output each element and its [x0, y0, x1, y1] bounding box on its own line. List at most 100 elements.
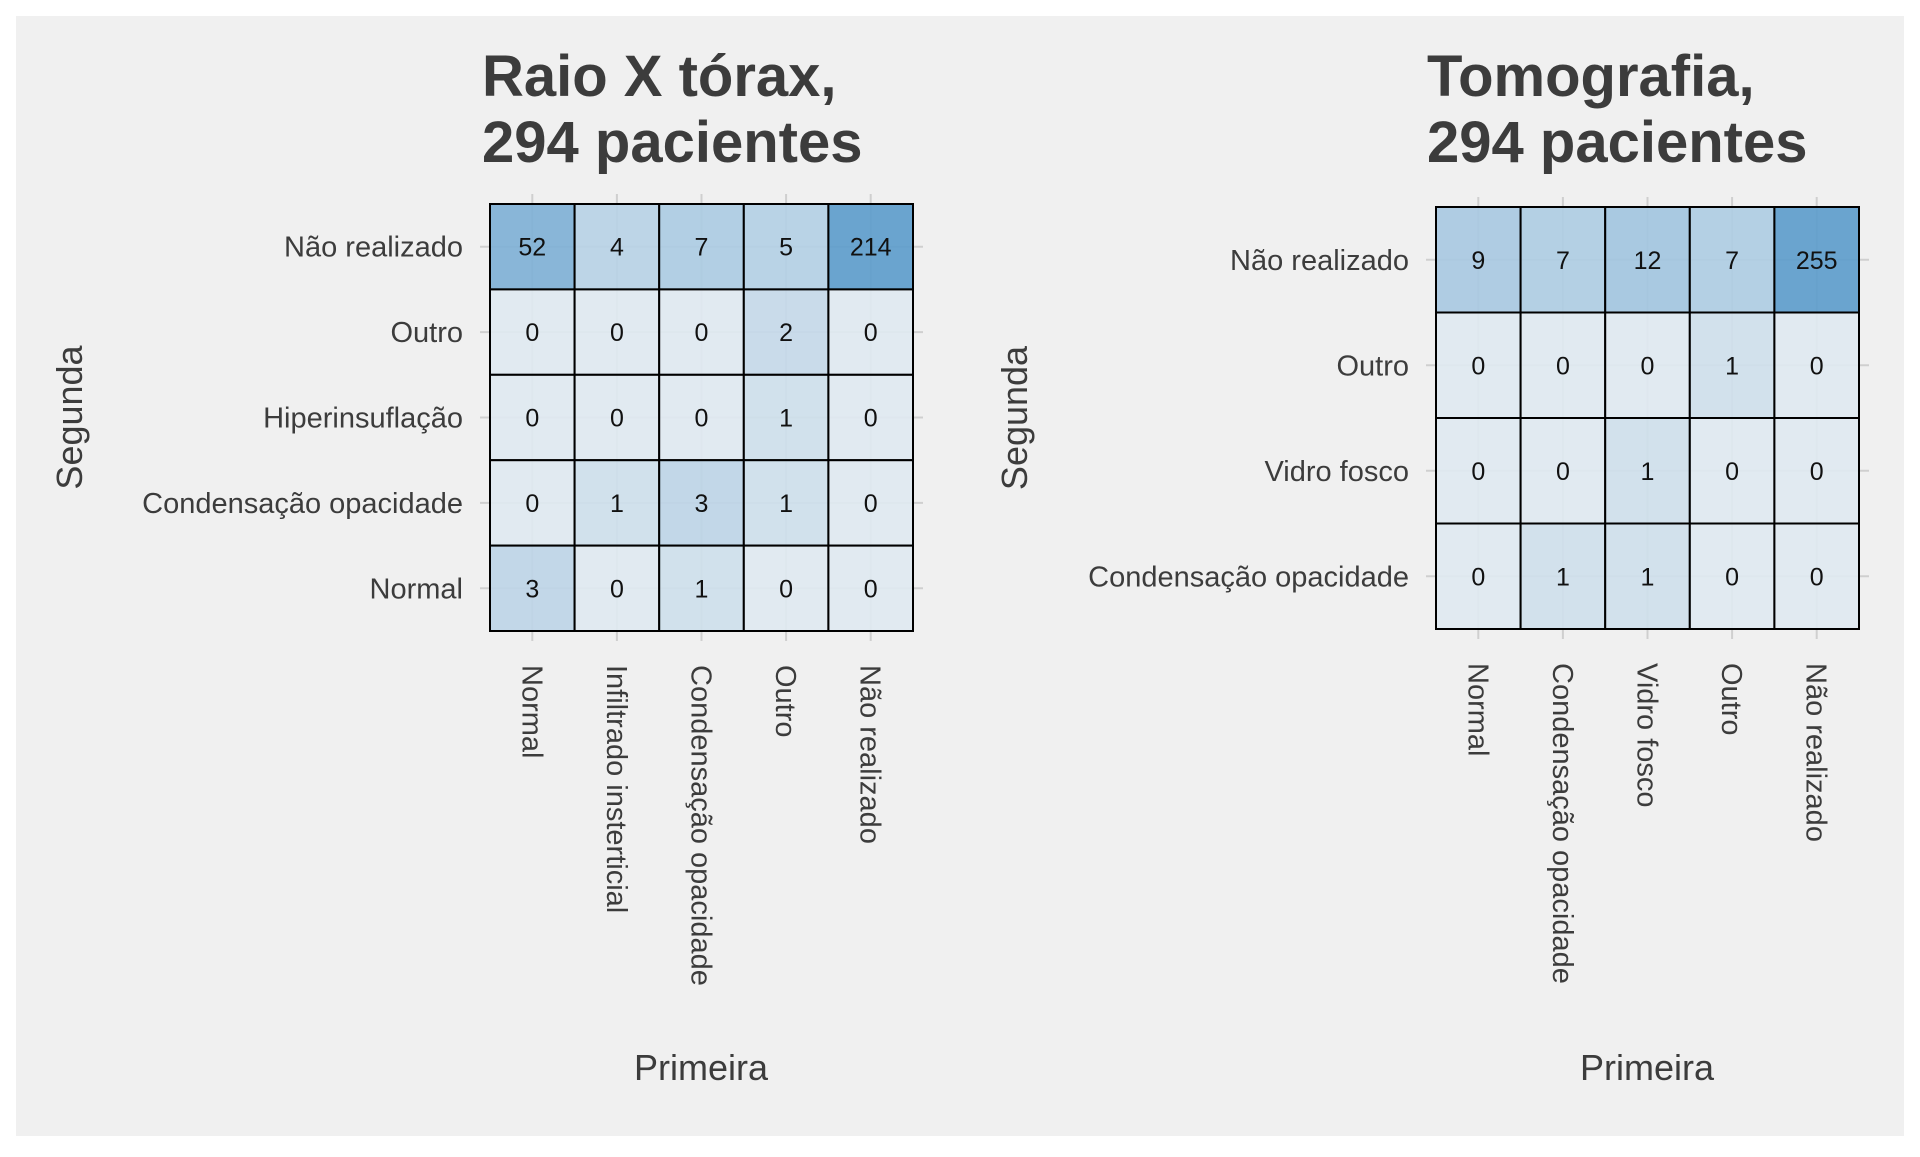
panel-1-cell-label: 0 [864, 490, 878, 518]
panel-1-y-tick-label: Normal [370, 573, 463, 605]
panel-1-x-tick-label: Outro [769, 665, 801, 738]
panel-1-cell-label: 1 [610, 490, 624, 518]
panel-1-cell [827, 544, 915, 632]
panel-2-cell-label: 0 [1471, 563, 1485, 591]
panel-1-cell [742, 544, 830, 632]
panel-1-y-tick-label: Condensação opacidade [142, 488, 463, 520]
panel-1-cell-label: 0 [864, 405, 878, 433]
panel-2-cell [1435, 522, 1522, 630]
panel-2-cell-label: 7 [1556, 247, 1570, 275]
panel-2-cell-label: 0 [1725, 458, 1739, 486]
panel-2-cell-label: 0 [1471, 458, 1485, 486]
panel-1-cell [742, 288, 830, 376]
panel-2-cell [1688, 206, 1776, 314]
panel-1-y-tick-label: Não realizado [284, 232, 463, 264]
panel-1-cell-label: 5 [779, 234, 793, 262]
panel-2-cell-label: 0 [1556, 352, 1570, 380]
panel-1-cell [742, 373, 830, 462]
panel-1-cell [573, 544, 661, 632]
panel-1-cell-label: 3 [525, 575, 539, 603]
panel-1-y-tick-label: Outro [390, 317, 463, 349]
panel-1-cell [827, 373, 915, 462]
panel-2-cell-label: 1 [1641, 458, 1655, 486]
panel-2-y-axis-title: Segunda [994, 345, 1035, 490]
panel-2-cell-label: 7 [1725, 247, 1739, 275]
panel-2-x-tick-label: Normal [1461, 663, 1493, 756]
panel-1-cell [573, 459, 661, 547]
panel-1-cell [827, 459, 915, 547]
panel-1-cell-label: 0 [695, 319, 709, 347]
panel-1-cell-label: 214 [850, 234, 892, 262]
panel-1-cell [658, 373, 745, 462]
panel-2-cell-label: 9 [1471, 247, 1485, 275]
panel-2-cell-label: 0 [1556, 458, 1570, 486]
panel-2-y-tick-label: Outro [1336, 350, 1409, 382]
panel-2-x-axis-title: Primeira [1580, 1047, 1715, 1088]
panel-1-title-line-1: Raio X tórax, [482, 44, 837, 109]
panel-2-cell [1773, 206, 1861, 314]
panel-1-cell-label: 52 [518, 234, 546, 262]
panel-2-title-line-1: Tomografia, [1427, 44, 1755, 109]
panel-2-cell [1688, 522, 1776, 630]
panel-2-cell-label: 1 [1725, 352, 1739, 380]
panel-2-cell-label: 255 [1796, 247, 1838, 275]
panel-1-cell-label: 0 [610, 319, 624, 347]
panel-2-x-tick-label: Outro [1715, 663, 1747, 736]
panel-2-cell-label: 0 [1810, 352, 1824, 380]
panel-2-y-tick-label: Condensação opacidade [1088, 561, 1409, 593]
panel-1-cell-label: 3 [695, 490, 709, 518]
panel-1-cell-label: 0 [864, 575, 878, 603]
panel-2-cell-label: 0 [1471, 352, 1485, 380]
panel-2-title-line-2: 294 pacientes [1427, 110, 1807, 175]
panel-1-cell-label: 7 [695, 234, 709, 262]
panel-2-cell-label: 0 [1725, 563, 1739, 591]
panel-1-cell-label: 1 [779, 490, 793, 518]
panel-2-x-tick-label: Vidro fosco [1631, 663, 1663, 808]
panel-1-cell-label: 1 [695, 575, 709, 603]
panel-1-cell-label: 0 [779, 575, 793, 603]
panel-1-cell [827, 203, 915, 291]
panel-1-cell [742, 459, 830, 547]
panel-1-x-axis-title: Primeira [634, 1047, 769, 1088]
panel-2-cell-label: 0 [1810, 458, 1824, 486]
panel-1-cell-label: 2 [779, 319, 793, 347]
panel-1-cell-label: 4 [610, 234, 624, 262]
panel-1-x-tick-label: Condensação opacidade [685, 665, 717, 986]
panel-1-x-tick-label: Não realizado [854, 665, 886, 844]
panel-1-cell [489, 459, 576, 547]
panel-2-cell [1773, 311, 1861, 419]
panel-2-cell-label: 0 [1810, 563, 1824, 591]
panel-2-cell [1435, 311, 1522, 419]
panel-1-cell-label: 0 [864, 319, 878, 347]
panel-1-cell-label: 0 [525, 319, 539, 347]
panel-1-cell-label: 1 [779, 405, 793, 433]
panel-1-cell [573, 288, 661, 376]
panel-2-cell-label: 1 [1641, 563, 1655, 591]
panel-2-cell-label: 1 [1556, 563, 1570, 591]
panel-2-x-tick-label: Não realizado [1800, 663, 1832, 842]
panel-1-cell [658, 203, 745, 291]
panel-2-cell [1773, 522, 1861, 630]
panel-1-y-axis-title: Segunda [49, 344, 90, 489]
panel-2-cell [1604, 311, 1691, 419]
panel-1-title-line-2: 294 pacientes [482, 110, 862, 175]
panel-1-cell [658, 459, 745, 547]
panel-2-cell [1604, 522, 1691, 630]
panel-2-cell-label: 0 [1641, 352, 1655, 380]
panel-2-cell [1519, 206, 1607, 314]
panel-1-cell-label: 0 [695, 405, 709, 433]
panel-1-cell-label: 0 [610, 575, 624, 603]
panel-1-x-tick-label: Normal [515, 665, 547, 758]
panel-2-cell-label: 12 [1634, 247, 1662, 275]
panel-1-cell [489, 373, 576, 462]
panel-2-cell [1519, 522, 1607, 630]
panel-1-cell-label: 0 [610, 405, 624, 433]
panel-1-cell-label: 0 [525, 405, 539, 433]
panel-1-x-tick-label: Infiltrado insterticial [600, 665, 632, 913]
panel-2-y-tick-label: Vidro fosco [1264, 456, 1409, 488]
panel-2-y-tick-label: Não realizado [1230, 245, 1409, 277]
panel-1-y-tick-label: Hiperinsuflação [263, 403, 463, 435]
panel-1-cell-label: 0 [525, 490, 539, 518]
